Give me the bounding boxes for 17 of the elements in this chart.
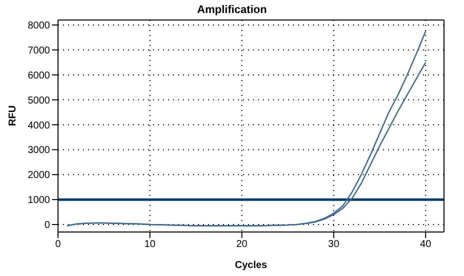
x-tick-label: 0 [55,239,62,250]
chart-title: Amplification [196,4,268,16]
x-tick-label: 40 [420,239,432,250]
y-axis-title: RFU [8,105,19,126]
y-tick-label: 1000 [28,195,50,206]
y-tick-label: 6000 [28,70,50,82]
x-tick-label: 10 [144,239,156,250]
x-axis-title: Cycles [234,260,268,271]
y-tick-label: 5000 [28,95,50,106]
y-tick-label: 3000 [28,145,50,156]
y-tick-label: 2000 [28,170,50,182]
x-tick-label: 20 [236,239,248,250]
y-tick-label: 8000 [28,20,50,32]
y-tick-label: 7000 [28,45,50,56]
y-tick-label: 0 [44,220,50,232]
y-tick-label: 4000 [28,120,50,132]
x-tick-label: 30 [328,239,340,250]
